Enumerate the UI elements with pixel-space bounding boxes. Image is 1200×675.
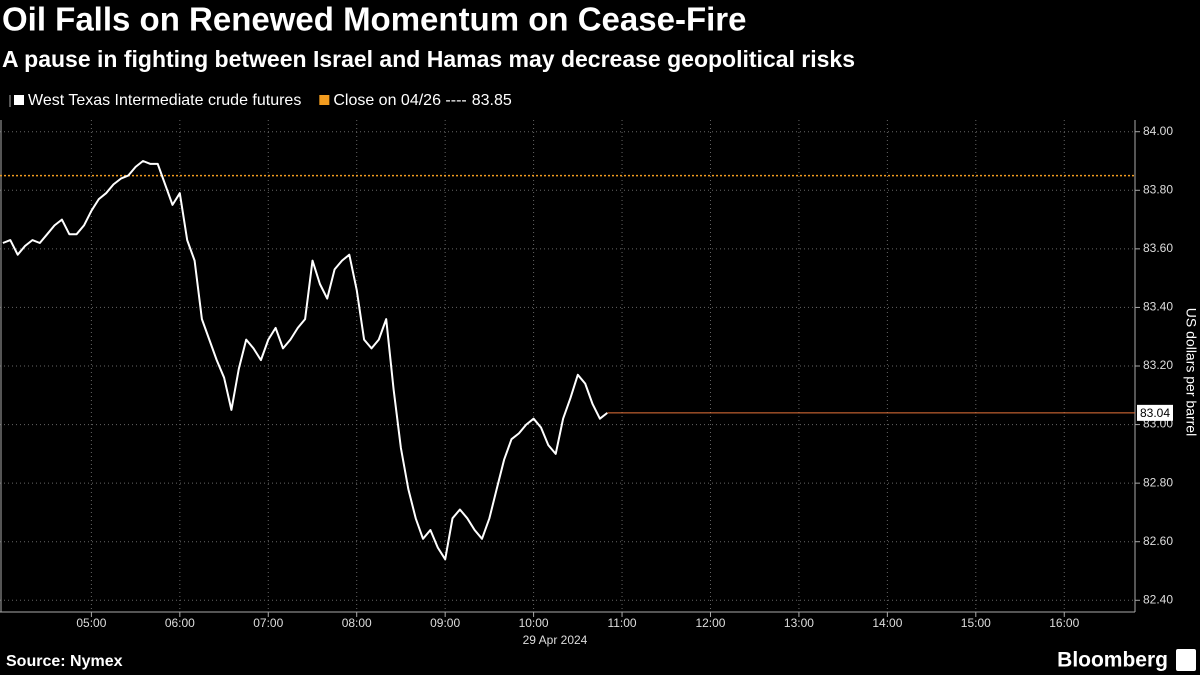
x-sublabel: 29 Apr 2024 xyxy=(523,633,588,647)
x-tick-label: 05:00 xyxy=(76,616,106,630)
brand: Bloomberg xyxy=(1057,649,1168,672)
y-tick-label: 82.80 xyxy=(1143,475,1173,489)
x-tick-label: 10:00 xyxy=(519,616,549,630)
x-tick-label: 16:00 xyxy=(1049,616,1079,630)
legend-value: 83.85 xyxy=(472,92,512,109)
chart-subtitle: A pause in fighting between Israel and H… xyxy=(2,46,855,72)
last-value-label: 83.04 xyxy=(1140,406,1170,420)
y-tick-label: 82.60 xyxy=(1143,534,1173,548)
legend-label: Close on 04/26 ---- xyxy=(333,92,466,109)
brand-icon xyxy=(1176,649,1196,671)
x-tick-label: 12:00 xyxy=(695,616,725,630)
x-tick-label: 07:00 xyxy=(253,616,283,630)
x-tick-label: 06:00 xyxy=(165,616,195,630)
y-tick-label: 83.80 xyxy=(1143,182,1173,196)
x-tick-label: 09:00 xyxy=(430,616,460,630)
legend-swatch xyxy=(14,95,24,105)
x-tick-label: 13:00 xyxy=(784,616,814,630)
price-line xyxy=(2,160,608,561)
legend-swatch xyxy=(319,95,330,105)
y-axis-label: US dollars per barrel xyxy=(1183,308,1199,436)
source: Source: Nymex xyxy=(6,653,123,670)
x-tick-label: 11:00 xyxy=(607,616,636,630)
legend-label: West Texas Intermediate crude futures xyxy=(28,92,301,109)
x-tick-label: 08:00 xyxy=(342,616,372,630)
y-tick-label: 84.00 xyxy=(1143,124,1173,138)
x-tick-label: 14:00 xyxy=(872,616,902,630)
y-tick-label: 83.60 xyxy=(1143,241,1173,255)
y-tick-label: 83.40 xyxy=(1143,300,1173,314)
y-tick-label: 82.40 xyxy=(1143,592,1173,606)
chart-title: Oil Falls on Renewed Momentum on Cease-F… xyxy=(2,1,746,38)
last-value-box xyxy=(1137,404,1173,421)
y-tick-label: 83.20 xyxy=(1143,358,1173,372)
x-tick-label: 15:00 xyxy=(961,616,991,630)
